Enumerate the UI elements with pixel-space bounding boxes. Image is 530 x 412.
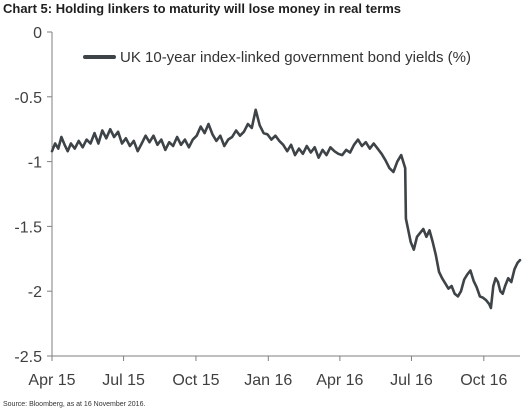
x-tick-label: Apr 16 <box>316 372 363 389</box>
y-tick-label: -0.5 <box>14 90 42 107</box>
legend-label: UK 10-year index-linked government bond … <box>120 49 471 66</box>
x-tick-label: Oct 16 <box>460 372 507 389</box>
y-tick-label: -2.5 <box>14 349 42 366</box>
axes: 0 -0.5 -1 -1.5 -2 -2.5 Apr 15 Jul 15 Oct 15 Jan 1… <box>14 25 520 389</box>
source-note: Source: Bloomberg, as at 16 November 201… <box>3 401 146 408</box>
x-tick-label: Apr 15 <box>28 372 75 389</box>
y-tick-label: -2 <box>28 284 42 301</box>
x-tick-label: Jan 16 <box>244 372 292 389</box>
chart-title: Chart 5: Holding linkers to maturity wil… <box>3 1 402 16</box>
x-tick-label: Jul 15 <box>102 372 145 389</box>
x-tick-label: Oct 15 <box>172 372 219 389</box>
legend: UK 10-year index-linked government bond … <box>83 49 471 66</box>
y-tick-label: -1.5 <box>14 219 42 236</box>
x-tick-label: Jul 16 <box>390 372 433 389</box>
y-tick-label: -1 <box>28 155 42 172</box>
y-tick-label: 0 <box>33 25 42 42</box>
plot-area <box>50 108 522 310</box>
series-line <box>50 108 522 310</box>
line-chart: 0 -0.5 -1 -1.5 -2 -2.5 Apr 15 Jul 15 Oct 15 Jan 1… <box>14 25 522 389</box>
